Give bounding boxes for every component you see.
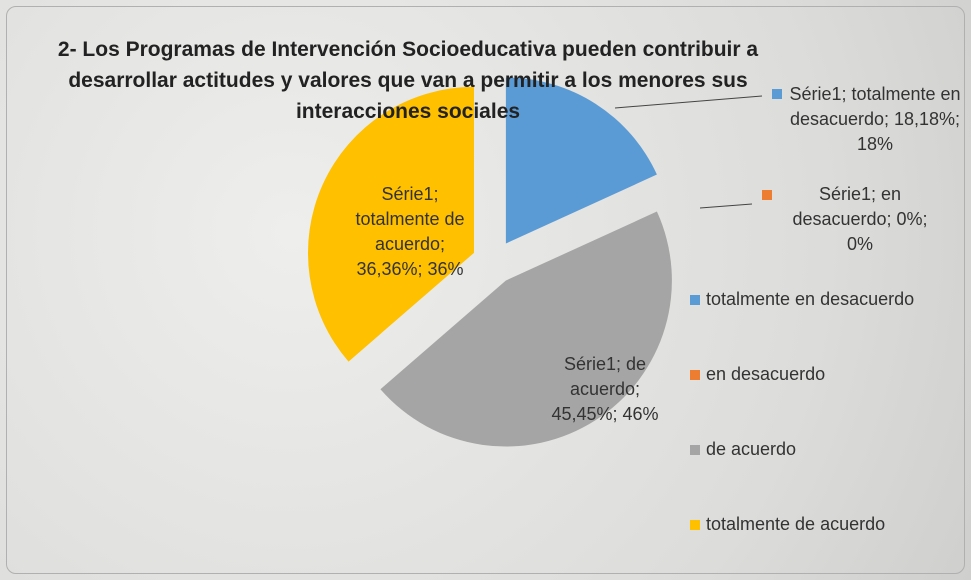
legend-swatch bbox=[690, 295, 700, 305]
label-key bbox=[762, 190, 772, 200]
frame bbox=[6, 6, 965, 574]
data-label: Série1; totalmente en desacuerdo; 18,18%… bbox=[789, 84, 961, 154]
legend-label: totalmente de acuerdo bbox=[706, 514, 886, 534]
leader-line bbox=[699, 203, 753, 209]
pie-slice bbox=[380, 211, 672, 447]
label-key bbox=[772, 89, 782, 99]
data-label: Série1; totalmente de acuerdo; 36,36%; 3… bbox=[355, 184, 465, 279]
legend-label: en desacuerdo bbox=[706, 364, 826, 384]
chart-title: 2- Los Programas de Intervención Socioed… bbox=[57, 38, 759, 123]
legend-swatch bbox=[690, 370, 700, 380]
data-label: Série1; en desacuerdo; 0%; 0% bbox=[792, 184, 928, 254]
legend-label: totalmente en desacuerdo bbox=[706, 289, 915, 309]
data-label: Série1; de acuerdo; 45,45%; 46% bbox=[551, 354, 659, 424]
pie-slice bbox=[505, 77, 657, 244]
pie-slice bbox=[307, 86, 474, 362]
leader-line bbox=[614, 95, 763, 109]
legend-swatch bbox=[690, 520, 700, 530]
legend-label: de acuerdo bbox=[706, 439, 797, 459]
legend-swatch bbox=[690, 445, 700, 455]
